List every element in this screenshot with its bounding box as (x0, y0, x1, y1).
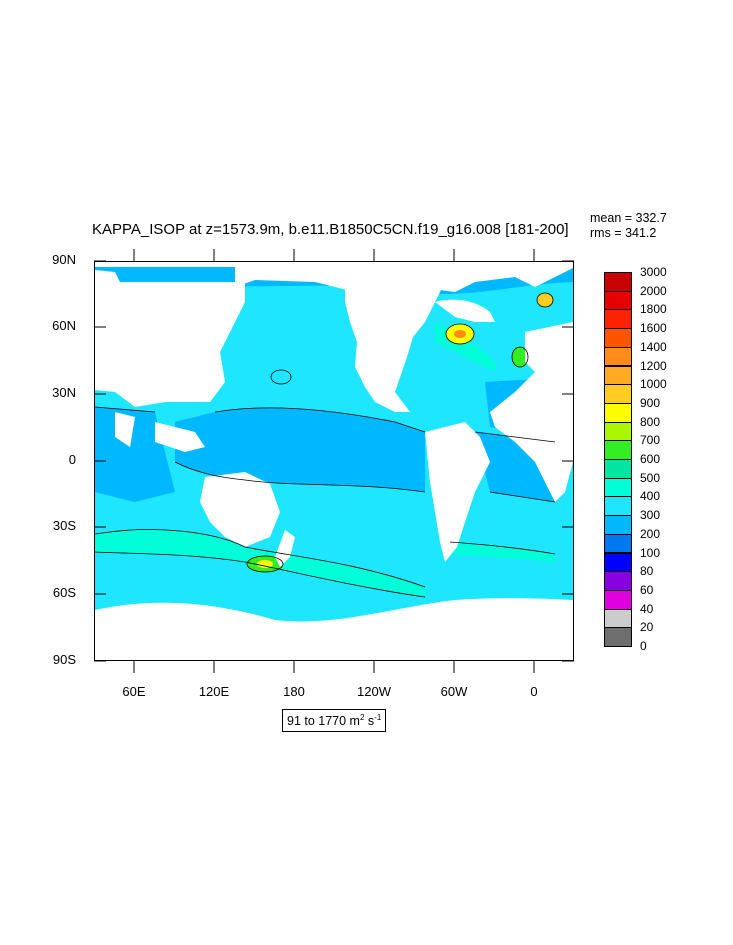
rms-value: rms = 341.2 (590, 226, 657, 240)
colorbar-swatch (604, 533, 632, 554)
land-australia (200, 472, 280, 547)
contour-line (536, 292, 554, 308)
northern-coast (95, 262, 573, 292)
colorbar-level-label: 40 (640, 601, 654, 616)
lon-label-0: 0 (530, 684, 538, 699)
mean-value: mean = 332.7 (590, 211, 667, 225)
land-north-america (345, 277, 445, 412)
lat-label-60s: 60S (52, 585, 76, 600)
colorbar-level-label: 2000 (640, 283, 667, 298)
lon-label-180: 180 (283, 684, 305, 699)
colorbar-swatch (604, 346, 632, 367)
colorbar-level-label: 1400 (640, 339, 667, 354)
colorbar-swatch (604, 328, 632, 348)
colorbar-swatch (604, 272, 632, 292)
colorbar-level-label: 60 (640, 582, 654, 597)
colorbar-swatch (604, 459, 632, 479)
south-atlantic-band (450, 542, 555, 562)
lon-label-120w: 120W (357, 684, 391, 699)
land-south-america (425, 422, 490, 562)
plot-title: KAPPA_ISOP at z=1573.9m, b.e11.B1850C5CN… (92, 221, 569, 238)
colorbar-swatch (604, 440, 632, 460)
colorbar (604, 272, 632, 647)
colorbar-swatch (604, 365, 632, 386)
colorbar-swatch (604, 515, 632, 535)
contour-lines (95, 292, 556, 598)
hotspot-north-atlantic (512, 347, 528, 367)
colorbar-swatch (604, 290, 632, 311)
land-greenland (435, 299, 495, 322)
colorbar-level-label: 500 (640, 470, 661, 485)
colorbar-swatch (604, 627, 632, 647)
colorbar-level-label: 300 (640, 508, 661, 523)
colorbar-swatch (604, 477, 632, 498)
colorbar-level-label: 900 (640, 395, 661, 410)
contour-line (95, 529, 426, 588)
contour-line (445, 323, 475, 345)
lat-label-90n: 90N (52, 252, 76, 267)
contour-line (511, 346, 529, 368)
colorbar-swatch (604, 589, 632, 610)
lon-label-120e: 120E (198, 684, 230, 699)
colorbar-swatch (604, 384, 632, 404)
colorbar-level-label: 3000 (640, 265, 667, 279)
hotspot-norwegian-sea (537, 293, 553, 307)
contour-line (95, 551, 426, 598)
colorbar-level-label: 600 (640, 452, 661, 466)
contour-line (449, 541, 556, 555)
equatorial-band-pacific (175, 407, 425, 492)
contour-line (489, 491, 556, 503)
lat-label-90s: 90S (52, 652, 76, 667)
colorbar-swatch (604, 608, 632, 629)
land-new-zealand (275, 530, 295, 567)
hotspot-tasman-core (257, 560, 273, 568)
lat-label-60n: 60N (52, 318, 76, 333)
land-india (115, 412, 135, 447)
colorbar-level-label: 0 (640, 639, 647, 653)
colorbar-level-label: 400 (640, 489, 661, 504)
contour-line (270, 369, 292, 385)
colorbar-level-label: 200 (640, 526, 661, 541)
land-antarctica (95, 598, 573, 660)
ocean-field-map (95, 262, 573, 660)
colorbar-swatch (604, 309, 632, 330)
units-exp2: 2 (359, 713, 365, 722)
lat-label-eq: 0 (68, 452, 76, 467)
tick-marks (94, 249, 574, 673)
colorbar-level-label: 700 (640, 433, 661, 448)
colorbar-swatch (604, 421, 632, 442)
lon-label-60e: 60E (122, 684, 146, 699)
lon-label-60w: 60W (440, 684, 468, 699)
land-asia (95, 282, 245, 407)
contour-line (214, 407, 426, 433)
units-label: 91 to 1770 m2 s-1 (282, 709, 387, 733)
colorbar-swatch (604, 402, 632, 423)
units-exp-neg1: -1 (374, 713, 382, 722)
contour-line (95, 406, 156, 413)
land-africa-europe (490, 322, 573, 502)
contour-line (474, 431, 556, 443)
colorbar-level-label: 1200 (640, 358, 667, 373)
colorbar-level-label: 800 (640, 414, 661, 429)
colorbar-level-label: 1000 (640, 377, 667, 392)
contour-line (174, 461, 426, 493)
colorbar-swatch (604, 496, 632, 517)
colorbar-level-label: 20 (640, 620, 654, 635)
colorbar-swatch (604, 552, 632, 573)
land-indonesia (155, 422, 205, 452)
lat-label-30n: 30N (52, 385, 76, 400)
map-plot-area (94, 261, 574, 661)
colorbar-swatch (604, 571, 632, 591)
contour-line (246, 555, 284, 573)
colorbar-level-label: 1600 (640, 321, 667, 336)
hotspot-greenland-core (454, 330, 466, 338)
colorbar-level-label: 100 (640, 545, 661, 560)
lat-label-30s: 30S (52, 518, 76, 533)
stats-block: mean = 332.7 rms = 341.2 (590, 211, 667, 241)
colorbar-level-label: 1800 (640, 302, 667, 317)
colorbar-level-label: 80 (640, 564, 654, 579)
units-s: s (364, 714, 375, 729)
units-range: 91 to 1770 m (287, 714, 360, 729)
